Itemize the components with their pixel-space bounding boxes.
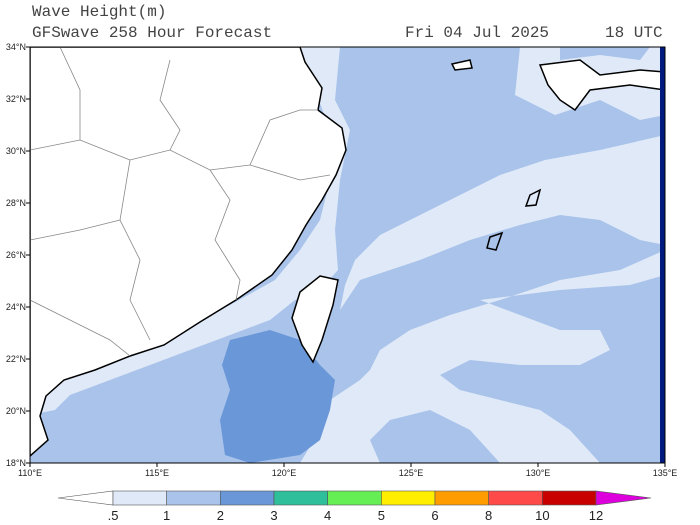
colorbar-label: .5 [108,508,119,523]
colorbar-under [57,490,114,506]
colorbar-label: 1 [163,508,170,523]
high-wave-area [220,330,335,463]
x-tick-label: 110°E [18,468,42,478]
colorbar-segment [166,490,221,506]
colorbar-segment [542,490,597,506]
colorbar-segment [327,490,382,506]
colorbar-segment [381,490,436,506]
y-tick-label: 28°N [6,198,26,208]
colorbar-label: 6 [431,508,438,523]
island [486,231,504,251]
map-area [30,47,665,463]
y-tick-label: 18°N [6,458,26,468]
island [524,188,542,207]
subtitle: GFSwave 258 Hour Forecast [32,24,272,42]
colorbar-segment [273,490,328,506]
date: Fri 04 Jul 2025 [405,24,549,42]
mainland [30,47,347,458]
y-tick-label: 22°N [6,354,26,364]
wave-band [300,47,665,463]
y-tick-label: 20°N [6,406,26,416]
colorbar-label: 5 [378,508,385,523]
colorbar-label: 4 [324,508,331,523]
y-tick-label: 30°N [6,146,26,156]
colorbar-segment [434,490,489,506]
island [450,59,473,71]
y-tick-label: 26°N [6,250,26,260]
y-tick-label: 24°N [6,302,26,312]
taiwan [291,275,339,364]
y-tick-label: 32°N [6,94,26,104]
x-tick-label: 135°E [653,468,678,478]
colorbar-segment [488,490,543,506]
japan [538,59,665,112]
title: Wave Height(m) [32,3,166,21]
edge [660,47,665,463]
colorbar-label: 8 [485,508,492,523]
colorbar-over [595,490,652,506]
colorbar-label: 3 [270,508,277,523]
x-tick-label: 120°E [272,468,297,478]
colorbar-segment [220,490,275,506]
province-borders [30,47,331,357]
x-tick-label: 130°E [526,468,551,478]
colorbar-label: 2 [217,508,224,523]
colorbar-label: 12 [589,508,603,523]
colorbar-segment [112,490,167,506]
x-tick-label: 115°E [145,468,169,478]
colorbar-label: 10 [535,508,549,523]
x-tick-label: 125°E [399,468,424,478]
time: 18 UTC [605,24,663,42]
y-tick-label: 34°N [6,42,26,52]
